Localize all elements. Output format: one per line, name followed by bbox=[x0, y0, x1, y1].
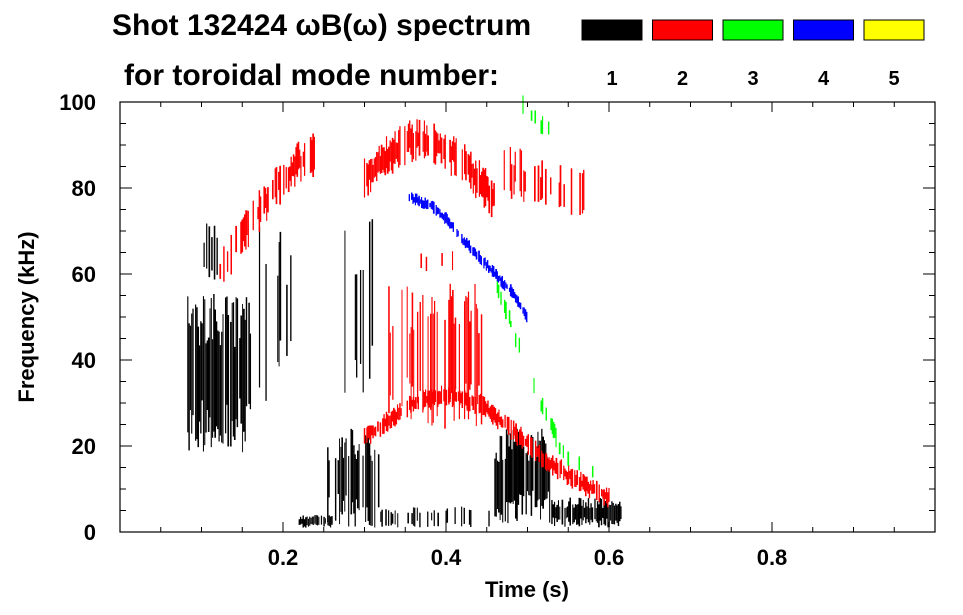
mode-number-legend: 1 2 3 4 5 bbox=[582, 20, 924, 90]
y-axis-label: Frequency (kHz) bbox=[14, 231, 39, 402]
chart-title-line1: Shot 132424 ωB(ω) spectrum bbox=[112, 9, 531, 42]
series-n=2 bbox=[220, 119, 609, 507]
x-axis-label: Time (s) bbox=[485, 577, 569, 602]
x-tick-label: 0.6 bbox=[594, 545, 625, 570]
y-tick-label: 60 bbox=[72, 262, 96, 287]
spectrum-chart: Shot 132424 ωB(ω) spectrum for toroidal … bbox=[0, 0, 963, 615]
y-tick-label: 20 bbox=[72, 434, 96, 459]
legend-label-1: 1 bbox=[606, 68, 617, 90]
legend-swatch-3 bbox=[723, 20, 783, 40]
chart-title-line2: for toroidal mode number: bbox=[124, 59, 499, 92]
spectrum-data bbox=[188, 95, 621, 527]
series-n=1 bbox=[188, 219, 621, 527]
legend-label-5: 5 bbox=[888, 68, 899, 90]
y-tick-label: 80 bbox=[72, 176, 96, 201]
x-tick-label: 0.2 bbox=[268, 545, 299, 570]
y-tick-label: 40 bbox=[72, 348, 96, 373]
legend-label-3: 3 bbox=[747, 68, 758, 90]
legend-swatch-5 bbox=[864, 20, 924, 40]
legend-swatch-4 bbox=[794, 20, 854, 40]
legend-swatch-1 bbox=[582, 20, 642, 40]
legend-label-2: 2 bbox=[677, 68, 688, 90]
x-axis: 0.2 0.4 0.6 0.8 bbox=[161, 102, 895, 570]
x-tick-label: 0.8 bbox=[757, 545, 788, 570]
y-tick-label: 100 bbox=[59, 90, 96, 115]
y-tick-label: 0 bbox=[84, 520, 96, 545]
legend-label-4: 4 bbox=[818, 68, 830, 90]
legend-swatch-2 bbox=[653, 20, 713, 40]
x-tick-label: 0.4 bbox=[431, 545, 462, 570]
